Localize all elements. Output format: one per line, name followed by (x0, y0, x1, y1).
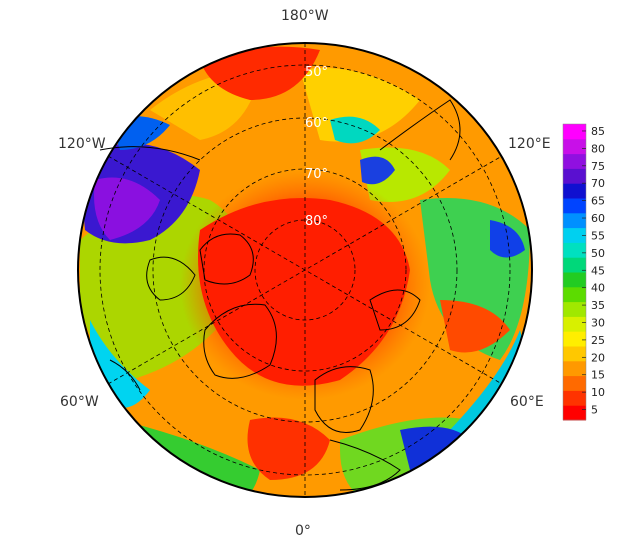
colorbar-segment (563, 360, 586, 377)
colorbar-tick-label: 20 (591, 351, 605, 364)
meridian-60w-120e (107, 155, 503, 385)
colorbar-tick-label: 5 (591, 404, 598, 417)
lon-label-60e: 60°E (510, 394, 544, 410)
colorbar-segment (563, 272, 586, 288)
coast-labrador (109, 359, 141, 391)
lat-circle-70 (203, 168, 407, 372)
colorbar-segment (563, 301, 586, 317)
colorbar-tick-label: 65 (591, 195, 605, 208)
lat-label-60: 60° (305, 116, 328, 131)
colorbar-ticks: 85 80 75 70 65 60 55 50 45 40 35 30 25 20 15 10 5 (582, 125, 605, 417)
colorbar-segment (563, 375, 586, 391)
coast-alaska (99, 146, 201, 161)
coast-greenland (203, 303, 277, 379)
lon-label-60w: 60°W (60, 394, 99, 410)
colorbar-tick-label: 85 (591, 125, 605, 138)
coast-baffin (146, 256, 196, 301)
coast-islands (199, 233, 254, 285)
lat-label-50: 50° (305, 65, 328, 80)
colorbar-tick-label: 45 (591, 264, 605, 277)
colorbar-tick-label: 15 (591, 369, 605, 382)
colorbar-segment (563, 331, 586, 347)
colorbar-tick-label: 60 (591, 212, 605, 225)
colorbar-segment (563, 242, 586, 258)
colorbar-segment (563, 124, 586, 140)
colorbar-segment (563, 390, 586, 406)
lat-label-80: 80° (305, 214, 328, 229)
colorbar (562, 123, 587, 421)
colorbar-tick-label: 35 (591, 299, 605, 312)
graticule (99, 43, 511, 497)
colorbar-tick-label: 10 (591, 386, 605, 399)
lat-circle-80 (254, 219, 356, 321)
coast-novaya-zemlya (369, 289, 421, 331)
colorbar-segment (563, 138, 586, 155)
colorbar-tick-label: 80 (591, 142, 605, 155)
colorbar-tick-label: 70 (591, 177, 605, 190)
colorbar-segment (563, 257, 586, 273)
colorbar-segment (563, 316, 586, 332)
colorbar-tick-label: 25 (591, 334, 605, 347)
colorbar-tick-label: 75 (591, 160, 605, 173)
colorbar-segment (563, 212, 586, 229)
colorbar-frame (562, 123, 587, 421)
colorbar-segment (563, 183, 586, 199)
colorbar-segment (563, 346, 586, 362)
lat-label-70: 70° (305, 167, 328, 182)
coast-siberia-east (379, 99, 461, 161)
lon-label-120e: 120°E (508, 136, 551, 152)
lon-label-0: 0° (295, 523, 311, 539)
lon-label-180w: 180°W (281, 8, 329, 24)
colorbar-tick-label: 50 (591, 247, 605, 260)
coastlines (99, 99, 461, 491)
lon-label-120w: 120°W (58, 136, 106, 152)
colorbar-segment (563, 198, 586, 214)
colorbar-tick-label: 30 (591, 316, 605, 329)
colorbar-segment (563, 168, 586, 184)
coast-scandinavia (314, 366, 374, 433)
lat-circle-50 (99, 64, 511, 476)
coast-europe (329, 439, 401, 491)
colorbar-segment (563, 227, 586, 243)
colorbar-segment (563, 405, 586, 421)
colorbar-segment (563, 286, 586, 303)
colorbar-tick-label: 40 (591, 282, 605, 295)
map-boundary (77, 42, 533, 498)
colorbar-tick-label: 55 (591, 229, 605, 242)
colorbar-segment (563, 153, 586, 169)
